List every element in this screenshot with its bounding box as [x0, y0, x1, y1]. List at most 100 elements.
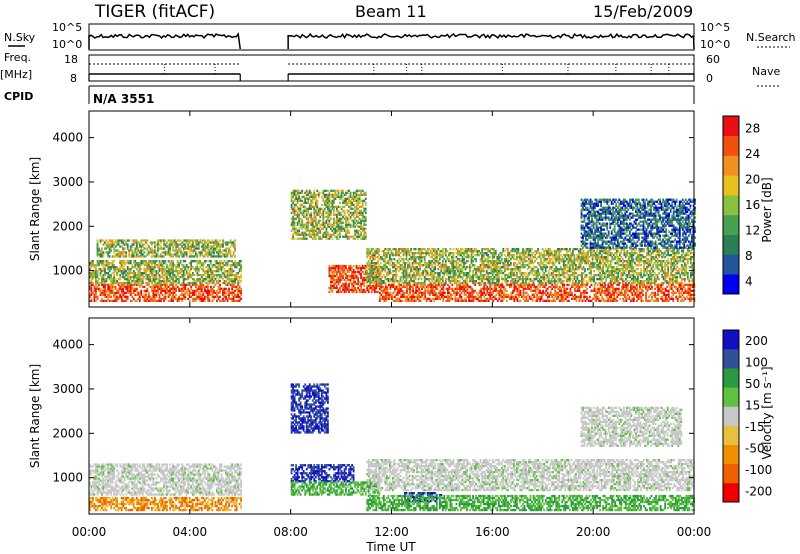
echo-cell-0: [102, 287, 105, 290]
echo-cell-5: [475, 272, 477, 275]
echo-cell-3: [357, 203, 359, 206]
echo-cell-3: [363, 223, 366, 226]
echo-cell-5: [434, 248, 437, 251]
echo-cell-0: [232, 291, 235, 294]
echo-cell-5: [407, 248, 409, 251]
echo-cell-4: [345, 274, 347, 278]
echo-cell-1: [208, 264, 211, 267]
echo-cell-1: [182, 264, 185, 267]
echo-cell-4: [363, 284, 366, 288]
echo-cell-5: [582, 278, 585, 281]
echo-cell-5: [396, 260, 399, 263]
echo-cell-1: [126, 272, 129, 275]
echo-cell-2: [231, 255, 233, 258]
echo-cell-2: [181, 241, 184, 244]
echo-cell-2: [207, 243, 209, 246]
echo-cell-0: [225, 287, 227, 290]
echo-cell-2: [114, 245, 117, 248]
echo-cell-5: [611, 272, 614, 275]
echo-cell-2: [132, 243, 135, 246]
echo-cell-5: [457, 268, 459, 271]
echo-cell-0: [167, 295, 170, 298]
echo-cell-0: [193, 297, 196, 300]
echo-cell-3: [333, 231, 335, 234]
echo-cell-0: [146, 299, 149, 302]
echo-cell-3: [314, 219, 317, 222]
echo-cell-3: [308, 203, 311, 206]
echo-cell-1: [108, 276, 111, 279]
echo-cell-3: [310, 211, 313, 214]
echo-cell-3: [292, 209, 294, 212]
echo-cell-5: [529, 266, 532, 269]
echo-cell-1: [152, 280, 155, 283]
echo-cell-3: [327, 195, 329, 198]
echo-cell-3: [296, 211, 299, 214]
echo-cell-1: [107, 264, 109, 267]
echo-cell-0: [231, 289, 233, 292]
echo-cell-1: [240, 260, 242, 263]
echo-cell-3: [339, 201, 341, 204]
echo-cell-5: [553, 274, 556, 277]
echo-cell-1: [96, 281, 99, 285]
echo-cell-1: [200, 264, 203, 267]
echo-cell-5: [366, 256, 369, 259]
echo-cell-5: [550, 278, 553, 281]
echo-cell-3: [330, 227, 332, 230]
echo-cell-5: [485, 252, 488, 255]
echo-cell-1: [93, 266, 96, 269]
echo-cell-5: [467, 272, 470, 275]
echo-cell-2: [176, 255, 179, 258]
echo-cell-0: [114, 293, 117, 296]
echo-cell-0: [90, 283, 93, 286]
echo-cell-1: [178, 270, 180, 273]
echo-cell-5: [384, 260, 387, 263]
echo-cell-3: [319, 237, 322, 240]
echo-cell-1: [128, 270, 131, 273]
echo-cell-3: [363, 229, 366, 232]
echo-cell-3: [305, 189, 308, 192]
echo-cell-0: [128, 285, 131, 288]
echo-cell-2: [214, 243, 217, 246]
echo-cell-4: [360, 276, 362, 280]
echo-cell-1: [235, 278, 238, 281]
echo-cell-5: [531, 272, 533, 275]
echo-cell-0: [196, 297, 199, 300]
echo-cell-5: [573, 256, 576, 259]
echo-cell-4: [331, 276, 334, 280]
echo-cell-1: [149, 266, 152, 269]
echo-cell-0: [188, 289, 191, 292]
echo-cell-2: [188, 247, 191, 250]
echo-cell-0: [238, 287, 241, 290]
echo-cell-3: [298, 189, 300, 192]
echo-cell-5: [541, 268, 544, 271]
echo-cell-2: [185, 255, 188, 258]
echo-cell-5: [376, 252, 379, 255]
echo-cell-2: [111, 241, 114, 244]
echo-cell-4: [345, 272, 347, 276]
echo-cell-3: [334, 205, 337, 208]
echo-cell-2: [160, 241, 162, 244]
echo-cell-2: [194, 255, 197, 258]
echo-cell-3: [361, 193, 364, 196]
echo-cell-3: [354, 233, 356, 236]
echo-cell-5: [452, 248, 455, 251]
echo-cell-2: [132, 241, 135, 244]
echo-cell-3: [292, 189, 294, 192]
echo-cell-2: [134, 239, 137, 242]
echo-cell-2: [203, 253, 206, 256]
echo-cell-5: [535, 252, 538, 255]
echo-cell-5: [434, 264, 437, 267]
echo-cell-1: [90, 260, 93, 263]
echo-cell-5: [569, 248, 571, 251]
echo-cell-1: [203, 262, 206, 265]
echo-cell-3: [298, 191, 300, 194]
echo-cell-5: [481, 264, 483, 267]
echo-cell-2: [137, 253, 140, 256]
echo-cell-3: [336, 213, 338, 216]
echo-cell-1: [172, 262, 174, 265]
echo-cell-1: [143, 270, 146, 273]
echo-cell-5: [612, 254, 615, 257]
echo-cell-3: [310, 191, 313, 194]
echo-cell-1: [161, 280, 164, 283]
echo-cell-1: [169, 276, 171, 279]
